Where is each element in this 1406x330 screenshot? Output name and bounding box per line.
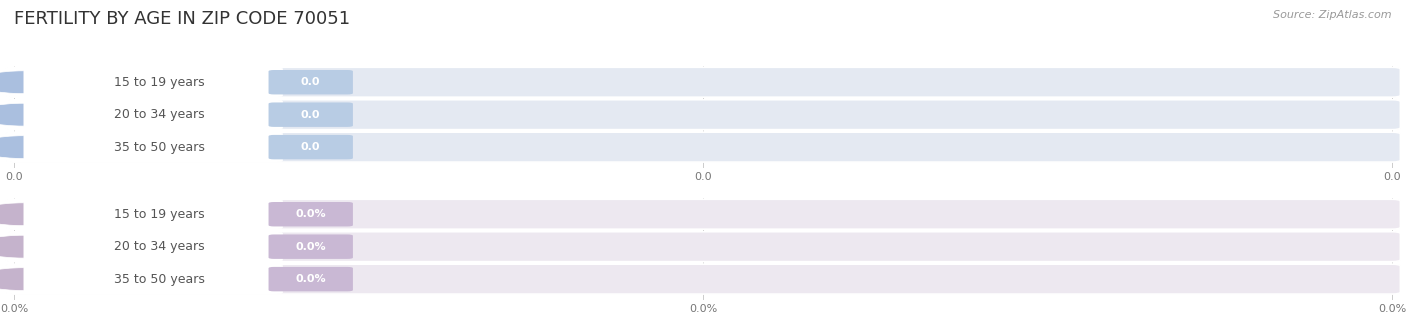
Text: 0.0%: 0.0% <box>1378 304 1406 314</box>
FancyBboxPatch shape <box>6 232 283 262</box>
Text: 0.0: 0.0 <box>6 172 22 182</box>
Text: Source: ZipAtlas.com: Source: ZipAtlas.com <box>1274 10 1392 20</box>
Text: 0.0: 0.0 <box>301 77 321 87</box>
Wedge shape <box>0 136 24 158</box>
Text: 0.0%: 0.0% <box>295 209 326 219</box>
Text: 0.0%: 0.0% <box>689 304 717 314</box>
Text: 0.0%: 0.0% <box>0 304 28 314</box>
Text: 15 to 19 years: 15 to 19 years <box>114 208 205 221</box>
FancyBboxPatch shape <box>6 100 283 130</box>
FancyBboxPatch shape <box>269 234 353 259</box>
FancyBboxPatch shape <box>6 232 1400 262</box>
Wedge shape <box>0 235 24 258</box>
FancyBboxPatch shape <box>269 102 353 127</box>
FancyBboxPatch shape <box>6 132 283 162</box>
FancyBboxPatch shape <box>6 199 283 229</box>
FancyBboxPatch shape <box>6 132 1400 162</box>
Text: 0.0: 0.0 <box>301 142 321 152</box>
FancyBboxPatch shape <box>6 100 1400 130</box>
Text: 0.0: 0.0 <box>695 172 711 182</box>
Text: 20 to 34 years: 20 to 34 years <box>114 108 205 121</box>
Wedge shape <box>0 103 24 126</box>
Wedge shape <box>0 203 24 226</box>
Wedge shape <box>0 268 24 290</box>
FancyBboxPatch shape <box>6 199 1400 229</box>
FancyBboxPatch shape <box>6 264 1400 294</box>
Text: 0.0%: 0.0% <box>295 242 326 252</box>
Wedge shape <box>0 71 24 94</box>
FancyBboxPatch shape <box>269 70 353 94</box>
FancyBboxPatch shape <box>6 67 1400 97</box>
FancyBboxPatch shape <box>269 202 353 226</box>
FancyBboxPatch shape <box>6 264 283 294</box>
Text: 0.0%: 0.0% <box>295 274 326 284</box>
Text: 35 to 50 years: 35 to 50 years <box>114 273 205 286</box>
Text: 0.0: 0.0 <box>301 110 321 120</box>
Text: 15 to 19 years: 15 to 19 years <box>114 76 205 89</box>
FancyBboxPatch shape <box>269 135 353 159</box>
FancyBboxPatch shape <box>269 267 353 291</box>
Text: FERTILITY BY AGE IN ZIP CODE 70051: FERTILITY BY AGE IN ZIP CODE 70051 <box>14 10 350 28</box>
Text: 35 to 50 years: 35 to 50 years <box>114 141 205 154</box>
Text: 20 to 34 years: 20 to 34 years <box>114 240 205 253</box>
Text: 0.0: 0.0 <box>1384 172 1400 182</box>
FancyBboxPatch shape <box>6 67 283 97</box>
